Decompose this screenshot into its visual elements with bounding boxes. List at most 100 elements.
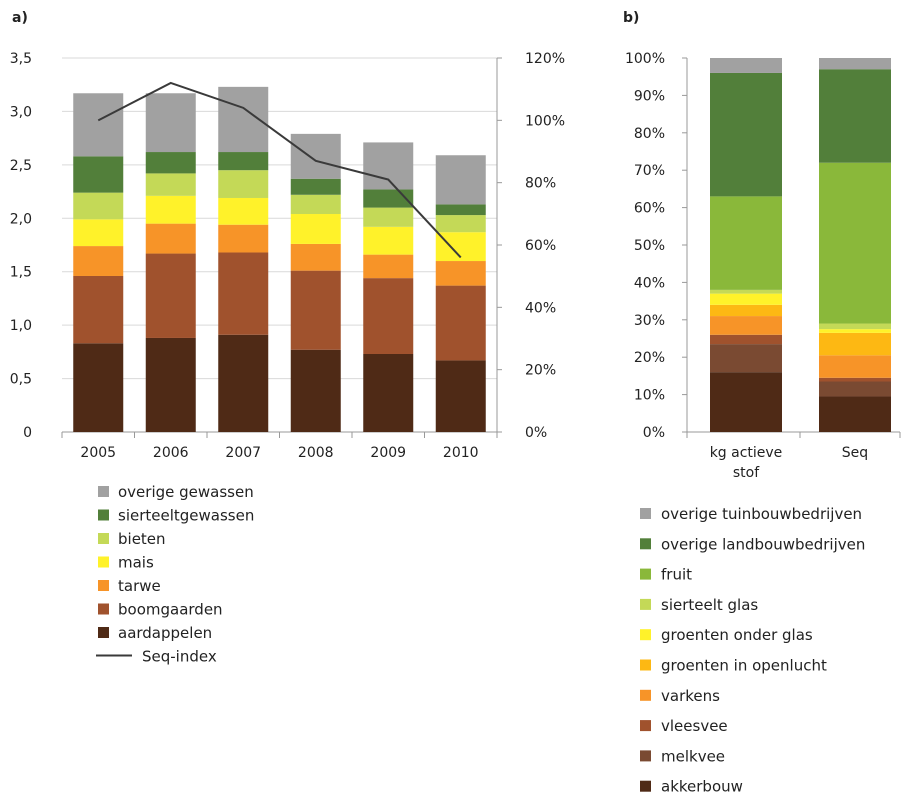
y2-tick-label: 0% [525,425,547,441]
bar-segment-tarwe [363,254,414,279]
bar-segment-aardappelen [290,349,341,432]
bar-segment-overige-tuinbouwbedrijven [710,58,782,73]
bar-segment-overige-gewassen [363,142,414,190]
bar-segment-overige-landbouwbedrijven [710,72,782,197]
legend-label: bieten [118,530,166,548]
legend-label: akkerbouw [661,778,743,796]
bar-segment-mais [145,195,196,224]
y-tick-label: 0% [643,425,665,441]
y-tick-label: 70% [634,163,665,179]
legend-label: groenten onder glas [661,626,813,644]
bar-segment-groenten-onder-glas [710,293,782,305]
y-tick-label: 40% [634,275,665,291]
legend-swatch [640,659,651,671]
y-tick-label: 3,5 [10,51,32,67]
bar-segment-tarwe [290,243,341,271]
legend-swatch [98,509,109,521]
legend-swatch [98,580,109,591]
bar-segment-overige-gewassen [73,93,124,157]
bar-segment-sierteeltgewassen [290,178,341,195]
bar-segment-sierteeltgewassen [145,152,196,174]
bar-segment-tarwe [73,246,124,276]
y-tick-label: 100% [625,51,665,67]
y-tick-label: 10% [634,388,665,404]
x-tick-label: 2007 [225,445,261,461]
x-tick-label: 2009 [370,445,406,461]
bar-segment-aardappelen [435,360,486,432]
y-tick-label: 2,0 [10,211,32,227]
x-tick-label: 2010 [443,445,479,461]
y-tick-label: 2,5 [10,158,32,174]
x-tick-label: 2005 [80,445,116,461]
x-tick-label: 2006 [153,445,189,461]
bar-segment-melkvee [819,381,891,397]
bar-segment-overige-gewassen [435,155,486,205]
bar-segment-overige-gewassen [290,133,341,179]
bar-segment-aardappelen [218,334,269,432]
x-tick-label: 2008 [298,445,334,461]
bar-segment-aardappelen [73,343,124,432]
x-tick-label: kg actieve [710,445,783,461]
legend-label: aardappelen [118,624,212,642]
y2-tick-label: 60% [525,238,556,254]
bar-segment-bieten [145,173,196,196]
y-tick-label: 90% [634,88,665,104]
bar-segment-overige-landbouwbedrijven [819,69,891,163]
bar-segment-mais [290,214,341,244]
bar-segment-sierteeltgewassen [218,152,269,171]
bar-segment-akkerbouw [819,396,891,432]
bar-segment-vleesvee [819,377,891,382]
y-tick-label: 1,5 [10,265,32,281]
bar-segment-boomgaarden [290,270,341,350]
bar-segment-mais [363,226,414,255]
bar-segment-aardappelen [363,353,414,432]
legend-swatch [98,603,109,615]
legend-label: overige landbouwbedrijven [661,535,865,553]
legend-label: sierteeltgewassen [118,507,254,525]
y2-tick-label: 80% [525,176,556,192]
bar-segment-overige-gewassen [145,93,196,153]
bar-segment-boomgaarden [145,253,196,338]
panel-label-b: b) [623,10,639,26]
bar-segment-akkerbouw [710,372,782,432]
legend-swatch [640,750,651,762]
seq-index-line [97,81,462,259]
legend-label: tarwe [118,577,161,595]
legend-label: Seq-index [142,648,217,666]
y-tick-label: 1,0 [10,318,32,334]
x-tick-label: Seq [842,445,868,461]
bar-segment-mais [218,197,269,225]
chart-b: b) 0% 10% 20% 30% 40% 50% 60% 70% 80% 90% 100% kg ac… [623,10,901,481]
bar-segment-groenten-onder-glas [819,329,891,333]
legend-label: varkens [661,687,720,705]
bar-segment-fruit [710,196,782,290]
legend-label: melkvee [661,747,725,765]
y-tick-label: 80% [634,126,665,142]
y-tick-label: 3,0 [10,104,32,120]
bar-segment-groenten-in-openlucht [819,332,891,356]
bar-segment-tarwe [218,224,269,253]
legend-label: overige tuinbouwbedrijven [661,505,862,523]
bar-segment-varkens [710,316,782,335]
legend-swatch [98,486,109,497]
y-tick-label: 60% [634,201,665,217]
bar-segment-groenten-in-openlucht [710,304,782,317]
legend-label: sierteelt glas [661,596,758,614]
bar-segment-bieten [290,194,341,215]
legend-label: overige gewassen [118,483,254,501]
bar-segment-tarwe [145,223,196,254]
bar-segment-mais [73,219,124,247]
x-tick-label: stof [733,465,760,481]
bar-segment-sierteelt-glas [819,323,891,330]
y-tick-label: 0,5 [10,372,32,388]
bar-segment-sierteeltgewassen [435,204,486,216]
bar-segment-boomgaarden [218,252,269,335]
bar-segment-bieten [73,192,124,220]
bar-segment-bieten [435,215,486,233]
legend-a: overige gewassen sierteeltgewassen bieten m… [96,483,254,666]
legend-swatch [640,508,651,519]
panel-label-a: a) [12,10,28,26]
legend-label: groenten in openlucht [661,657,827,675]
legend-swatch [98,533,109,544]
